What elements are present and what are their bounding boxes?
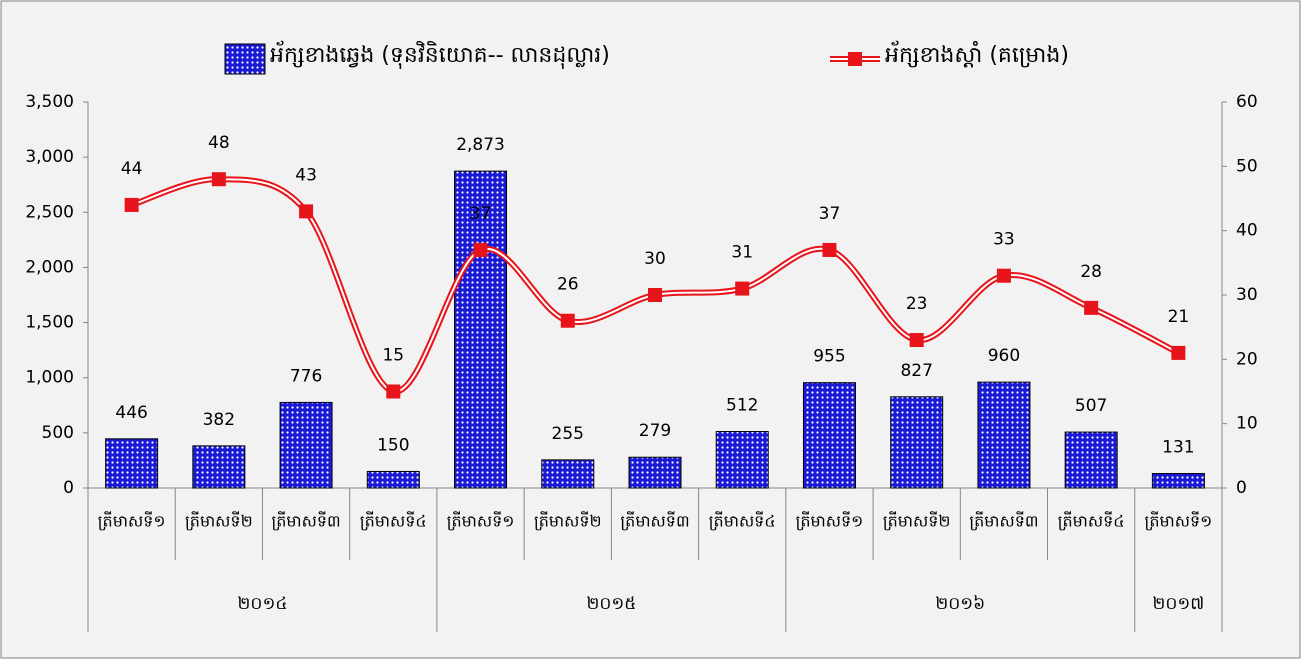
bar [890,396,944,489]
bar-value-label: 507 [1075,396,1107,416]
x-tick-label: ត្រីមាសទី៣ [969,511,1038,531]
bar-value-label: 2,873 [456,135,505,155]
bar [192,445,246,489]
y2-tick-label: 60 [1236,92,1258,112]
line-value-label: 37 [819,204,841,224]
x-tick-label: ត្រីមាសទី២ [185,511,253,531]
group-label: ២០១៤ [238,594,288,614]
line-value-label: 31 [731,243,753,263]
line-marker [124,197,139,212]
bar-value-label: 279 [639,421,671,441]
line-marker [560,313,575,328]
group-label: ២០១៥ [586,594,636,614]
line-marker [1171,345,1186,360]
y2-tick-label: 40 [1236,221,1258,241]
bar-value-label: 827 [900,361,932,381]
x-tick-label: ត្រីមាសទី៣ [271,511,340,531]
line-value-label: 44 [121,159,143,179]
x-tick-label: ត្រីមាសទី១ [796,511,864,531]
legend-marker [848,52,862,66]
bar-value-label: 131 [1162,438,1194,458]
y-tick-label: 2,000 [25,257,74,277]
line-series-inner [131,178,1179,393]
group-label: ២០១៧ [1153,594,1205,614]
line-marker [735,281,750,296]
line-value-label: 37 [470,204,492,224]
line-marker [299,204,314,219]
x-tick-label: ត្រីមាសទី១ [1145,511,1213,531]
x-tick-label: ត្រីមាសទី១ [98,511,166,531]
line-value-label: 21 [1168,307,1190,327]
x-tick-label: ត្រីមាសទី៤ [709,511,776,531]
x-tick-label: ត្រីមាសទី៤ [1058,511,1125,531]
bar [105,438,159,489]
legend-swatch [224,43,266,75]
bar [454,170,508,489]
bar-value-label: 255 [552,424,584,444]
line-marker [996,268,1011,283]
bar-value-label: 955 [813,347,845,367]
y-tick-label: 3,000 [25,147,74,167]
bar [1064,431,1118,489]
line-marker [473,242,488,257]
y2-tick-label: 20 [1236,349,1258,369]
y-tick-label: 1,000 [25,368,74,388]
y-tick-label: 1,500 [25,313,74,333]
bar [279,401,333,489]
x-tick-label: ត្រីមាសទី៤ [360,511,427,531]
line-marker [909,333,924,348]
bar-value-label: 382 [203,410,235,430]
bar-value-label: 776 [290,366,322,386]
bar-value-label: 150 [377,435,409,455]
line-marker [648,288,662,302]
legend-label: អ័ក្សខាងស្តាំ (គម្រោង) [885,40,1069,68]
y2-tick-label: 0 [1236,478,1247,498]
line-value-label: 33 [993,230,1015,250]
group-label: ២០១៦ [935,594,985,614]
y2-tick-label: 30 [1236,285,1258,305]
bar [715,431,769,489]
bar [628,456,682,489]
line-marker [386,384,401,399]
y-tick-label: 0 [63,478,74,498]
line-value-label: 28 [1080,262,1102,282]
y2-tick-label: 10 [1236,414,1258,434]
bar-value-label: 960 [988,346,1020,366]
y-tick-label: 3,500 [25,92,74,112]
x-tick-label: ត្រីមាសទី២ [534,511,602,531]
bar-value-label: 512 [726,396,758,416]
x-tick-label: ត្រីមាសទី៣ [620,511,689,531]
y-tick-label: 500 [42,423,74,443]
bar-value-label: 446 [115,403,147,423]
bar [366,470,420,489]
line-marker [822,242,837,257]
bar [802,382,856,489]
bar [1151,473,1205,489]
line-value-label: 48 [208,133,230,153]
legend-label: អ័ក្សខាងឆ្វេង (ទុនវិនិយោគ-- លានដុល្លារ) [270,40,610,69]
x-tick-label: ត្រីមាសទី២ [883,511,951,531]
line-value-label: 23 [906,294,928,314]
bar [541,459,595,489]
y2-tick-label: 50 [1236,156,1258,176]
line-value-label: 15 [382,346,404,366]
line-value-label: 30 [644,249,666,269]
x-tick-label: ត្រីមាសទី១ [447,511,515,531]
line-marker [211,172,226,187]
y-tick-label: 2,500 [25,202,74,222]
line-marker [1084,300,1099,315]
line-value-label: 43 [295,165,317,185]
line-value-label: 26 [557,275,579,295]
bar [977,381,1031,489]
